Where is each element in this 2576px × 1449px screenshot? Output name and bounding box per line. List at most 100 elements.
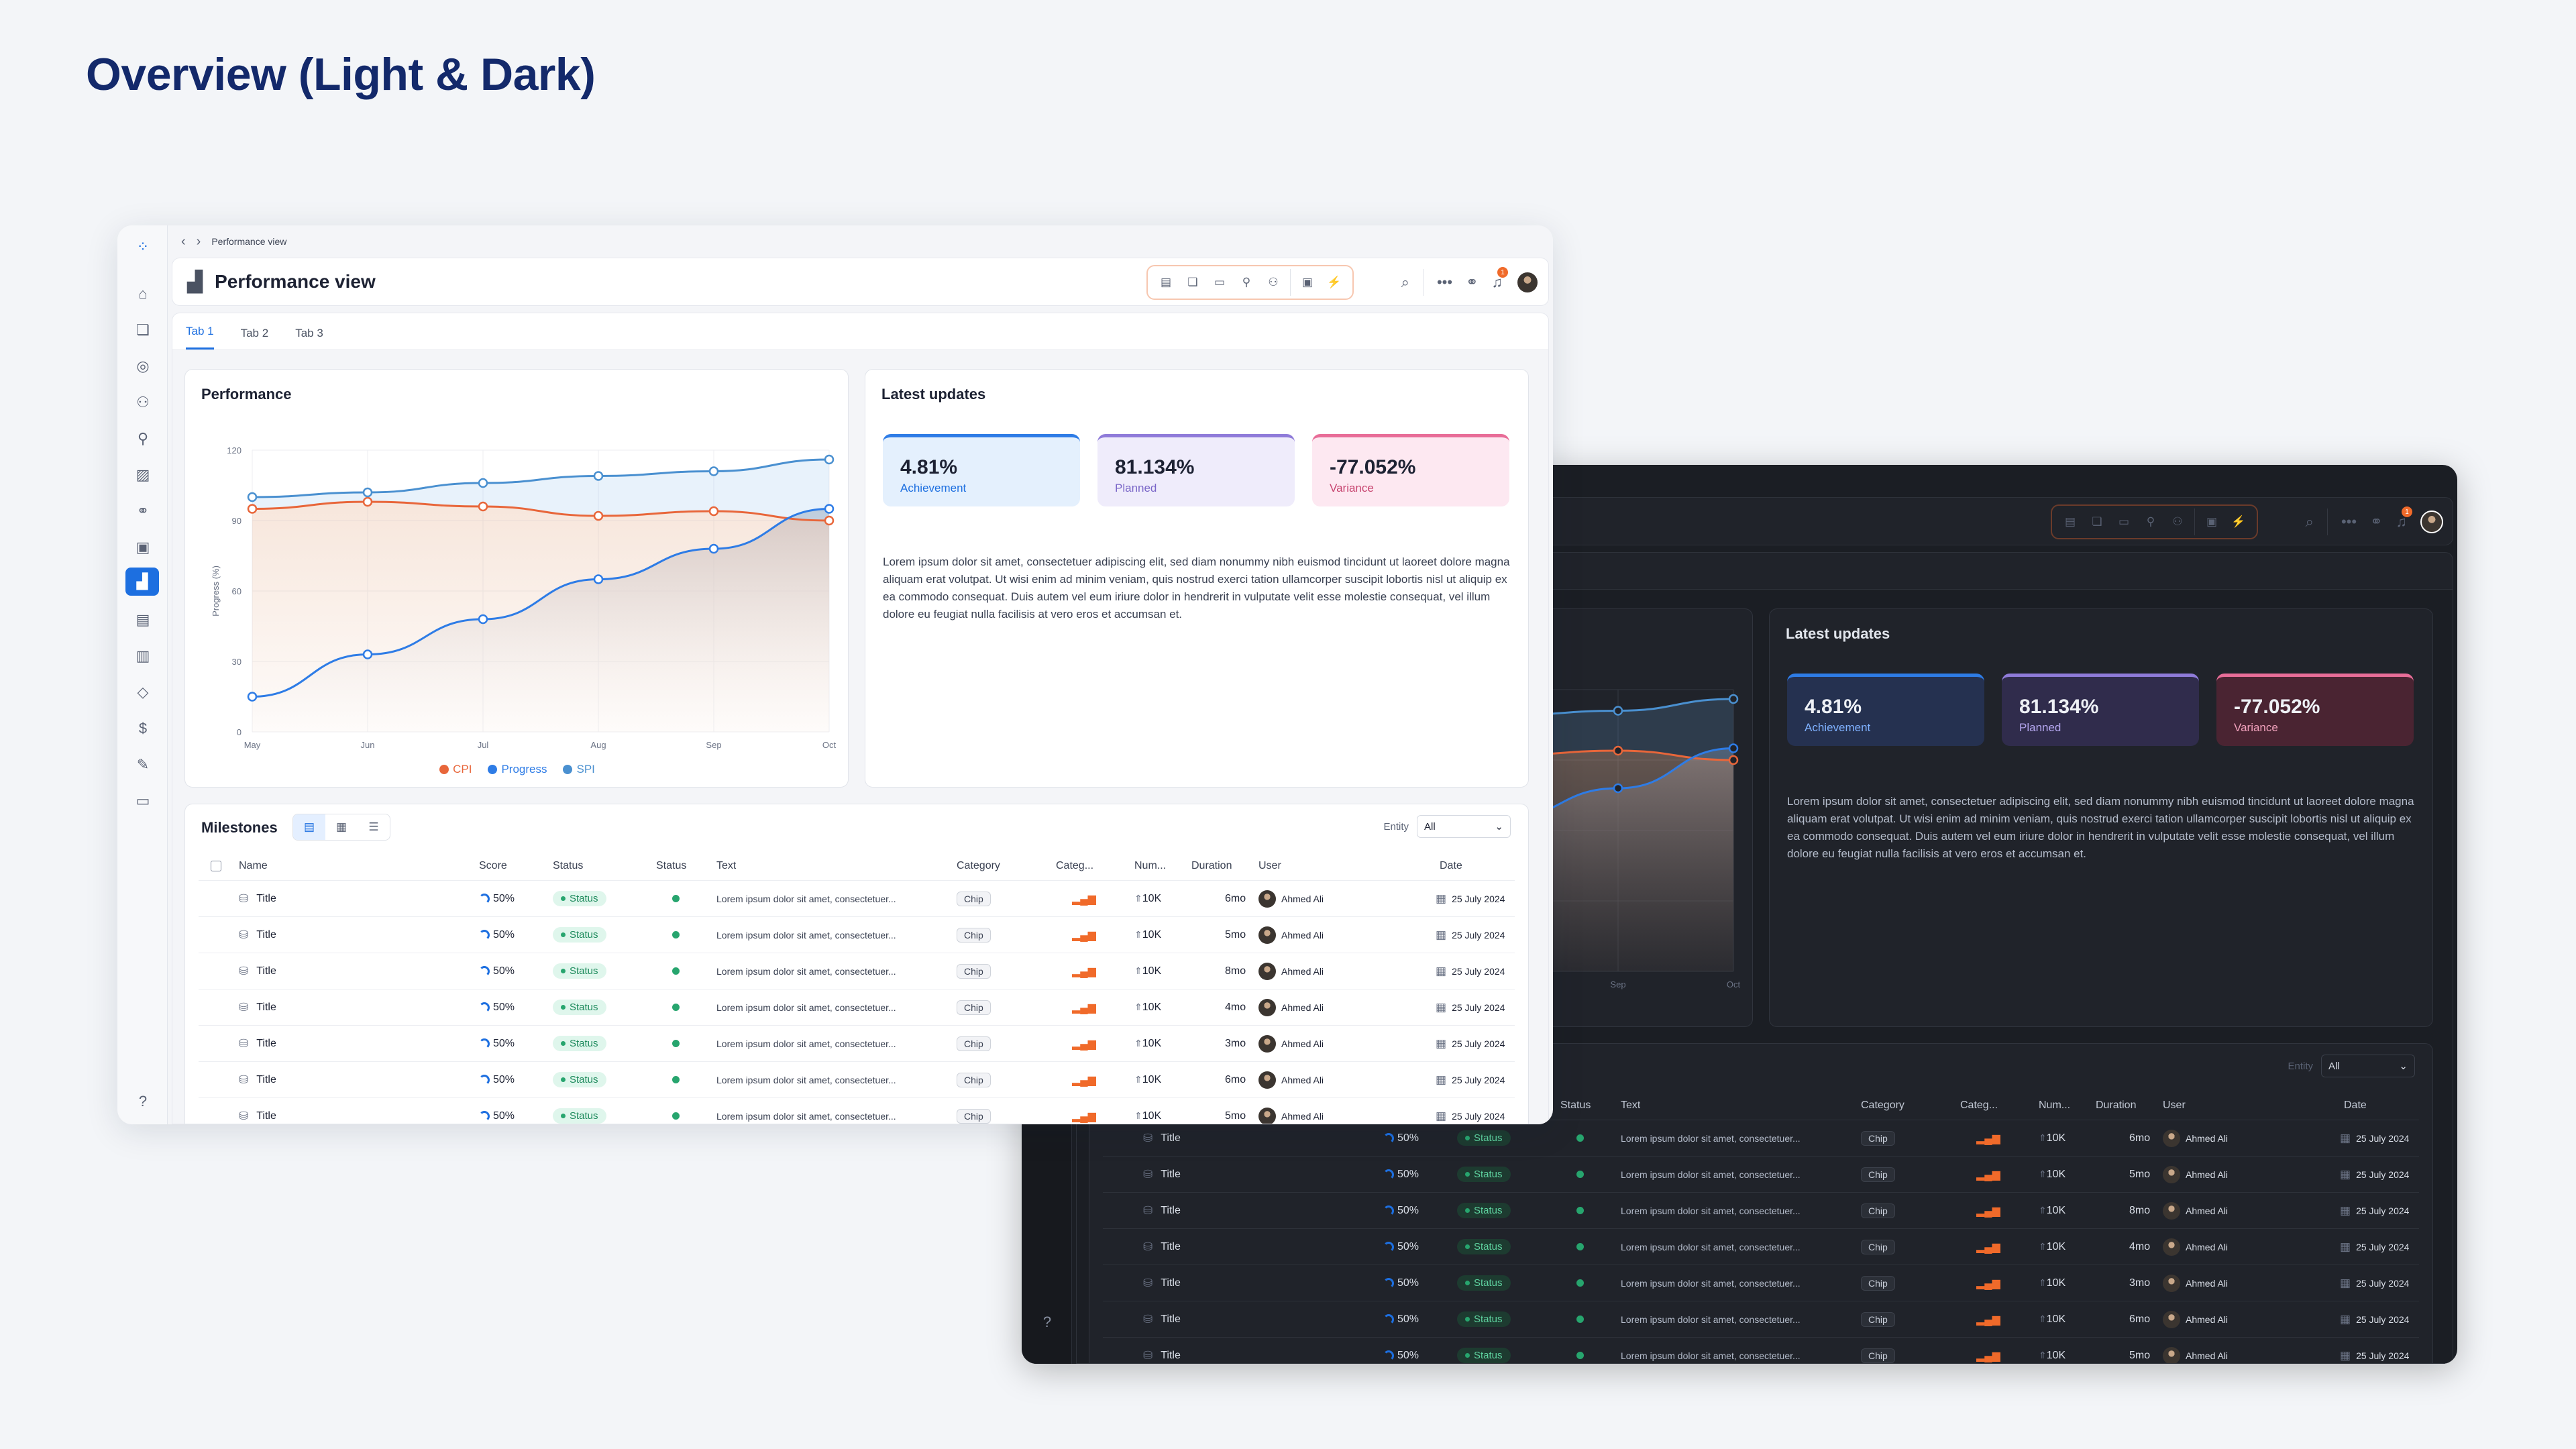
legend-progress[interactable]: Progress	[488, 763, 547, 776]
search-icon[interactable]: ⌕	[1401, 274, 1409, 290]
column-header[interactable]: Category	[957, 859, 1000, 871]
link-icon[interactable]: ⚭	[1466, 274, 1479, 290]
folder-icon[interactable]: ▭	[1214, 276, 1226, 288]
column-header[interactable]: Status	[656, 859, 687, 871]
table-row[interactable]: ⛁ Title 50% Status Lorem ipsum dolor sit ame…	[199, 1062, 1515, 1098]
category-chip[interactable]: Chip	[1861, 1167, 1895, 1182]
team-icon[interactable]: ⚇	[136, 394, 150, 411]
map-icon[interactable]: ▥	[136, 647, 150, 664]
table-row[interactable]: ⛁ Title 50% Status Lorem ipsum dolor sit ame…	[1103, 1265, 2419, 1301]
search-icon[interactable]: ⌕	[2305, 513, 2314, 530]
category-chip[interactable]: Chip	[957, 891, 991, 906]
select-all-checkbox[interactable]	[211, 860, 221, 871]
row-title[interactable]: Title	[1161, 1240, 1181, 1252]
category-chip[interactable]: Chip	[1861, 1311, 1895, 1327]
bell-icon[interactable]: ♫ 1	[1492, 267, 1508, 291]
briefcase-icon[interactable]: ▣	[136, 539, 150, 555]
table-icon[interactable]: ▤	[2064, 515, 2076, 528]
table-row[interactable]: ⛁ Title 50% Status Lorem ipsum dolor sit ame…	[1103, 1157, 2419, 1193]
column-header[interactable]: User	[2163, 1099, 2186, 1111]
layers-icon[interactable]: ❏	[1187, 276, 1198, 288]
row-title[interactable]: Title	[256, 1037, 276, 1049]
avatar[interactable]	[1516, 271, 1539, 294]
table-row[interactable]: ⛁ Title 50% Status Lorem ipsum dolor sit ame…	[1103, 1120, 2419, 1157]
tab-1[interactable]: Tab 1	[186, 325, 214, 350]
image-icon[interactable]: ▨	[136, 466, 150, 483]
column-header[interactable]: Date	[1440, 859, 1462, 871]
layers-icon[interactable]: ❏	[2092, 515, 2102, 528]
tab-2[interactable]: Tab 2	[240, 327, 269, 339]
legend-cpi[interactable]: CPI	[439, 763, 472, 776]
column-header[interactable]: Name	[239, 859, 268, 871]
category-chip[interactable]: Chip	[957, 1108, 991, 1124]
category-chip[interactable]: Chip	[957, 1000, 991, 1015]
breadcrumb[interactable]: Performance view	[211, 236, 287, 247]
edit-icon[interactable]: ✎	[136, 756, 150, 773]
hierarchy-icon[interactable]: ⚲	[137, 430, 149, 447]
row-title[interactable]: Title	[1161, 1349, 1181, 1361]
avatar[interactable]	[2420, 511, 2443, 533]
category-chip[interactable]: Chip	[957, 1072, 991, 1087]
table-row[interactable]: ⛁ Title 50% Status Lorem ipsum dolor sit ame…	[199, 989, 1515, 1026]
link-icon[interactable]: ⚭	[2370, 513, 2383, 530]
column-header[interactable]: Score	[479, 859, 507, 871]
table-view-icon[interactable]: ▤	[293, 814, 325, 840]
column-header[interactable]: Categ...	[1960, 1099, 1998, 1111]
row-title[interactable]: Title	[1161, 1277, 1181, 1289]
row-title[interactable]: Title	[1161, 1168, 1181, 1180]
row-title[interactable]: Title	[1161, 1132, 1181, 1144]
hierarchy-icon[interactable]: ⚲	[2146, 515, 2155, 528]
row-title[interactable]: Title	[256, 1110, 276, 1122]
help-icon[interactable]: ?	[1042, 1313, 1052, 1330]
table-row[interactable]: ⛁ Title 50% Status Lorem ipsum dolor sit ame…	[1103, 1301, 2419, 1338]
list-view-icon[interactable]: ☰	[368, 820, 379, 833]
column-header[interactable]: Text	[1621, 1099, 1641, 1111]
category-chip[interactable]: Chip	[1861, 1275, 1895, 1291]
category-chip[interactable]: Chip	[1861, 1348, 1895, 1363]
bolt-icon[interactable]: ⚡	[1327, 276, 1342, 288]
table-row[interactable]: ⛁ Title 50% Status Lorem ipsum dolor sit ame…	[1103, 1193, 2419, 1229]
entity-select[interactable]: All ⌄	[2321, 1055, 2415, 1077]
row-title[interactable]: Title	[256, 892, 276, 904]
column-header[interactable]: Text	[716, 859, 737, 871]
row-title[interactable]: Title	[1161, 1204, 1181, 1216]
bell-icon[interactable]: ♫ 1	[2396, 506, 2412, 531]
column-header[interactable]: User	[1258, 859, 1281, 871]
category-chip[interactable]: Chip	[1861, 1239, 1895, 1254]
category-chip[interactable]: Chip	[1861, 1203, 1895, 1218]
back-icon[interactable]: ‹	[181, 233, 186, 249]
table-row[interactable]: ⛁ Title 50% Status Lorem ipsum dolor sit ame…	[199, 881, 1515, 917]
chart-icon[interactable]: ▟	[125, 568, 159, 596]
tab-3[interactable]: Tab 3	[295, 327, 323, 339]
box-icon[interactable]: ◇	[137, 684, 149, 700]
bolt-icon[interactable]: ⚡	[2231, 515, 2246, 528]
report-icon[interactable]: ▣	[2206, 515, 2218, 528]
table-icon[interactable]: ▤	[136, 611, 150, 628]
table-row[interactable]: ⛁ Title 50% Status Lorem ipsum dolor sit ame…	[199, 953, 1515, 989]
column-header[interactable]: Duration	[1191, 859, 1232, 871]
column-header[interactable]: Status	[1560, 1099, 1591, 1111]
table-row[interactable]: ⛁ Title 50% Status Lorem ipsum dolor sit ame…	[1103, 1229, 2419, 1265]
dollar-icon[interactable]: $	[138, 720, 148, 737]
column-header[interactable]: Categ...	[1056, 859, 1094, 871]
team-icon[interactable]: ⚇	[2172, 515, 2183, 528]
logo-icon[interactable]: ⁘	[136, 238, 150, 255]
layers-icon[interactable]: ❏	[136, 321, 150, 338]
table-row[interactable]: ⛁ Title 50% Status Lorem ipsum dolor sit ame…	[1103, 1338, 2419, 1363]
table-row[interactable]: ⛁ Title 50% Status Lorem ipsum dolor sit ame…	[199, 1026, 1515, 1062]
more-icon[interactable]: •••	[1436, 274, 1453, 290]
row-title[interactable]: Title	[256, 1001, 276, 1013]
row-title[interactable]: Title	[256, 1073, 276, 1085]
column-header[interactable]: Duration	[2096, 1099, 2137, 1111]
hierarchy-icon[interactable]: ⚲	[1242, 276, 1251, 288]
table-icon[interactable]: ▤	[1160, 276, 1172, 288]
column-header[interactable]: Num...	[2039, 1099, 2071, 1111]
link-icon[interactable]: ⚭	[136, 502, 150, 519]
team-icon[interactable]: ⚇	[1268, 276, 1279, 288]
help-icon[interactable]: ?	[138, 1093, 148, 1110]
row-title[interactable]: Title	[256, 965, 276, 977]
category-chip[interactable]: Chip	[957, 963, 991, 979]
table-row[interactable]: ⛁ Title 50% Status Lorem ipsum dolor sit ame…	[199, 1098, 1515, 1124]
row-title[interactable]: Title	[1161, 1313, 1181, 1325]
folder-icon[interactable]: ▭	[2118, 515, 2130, 528]
